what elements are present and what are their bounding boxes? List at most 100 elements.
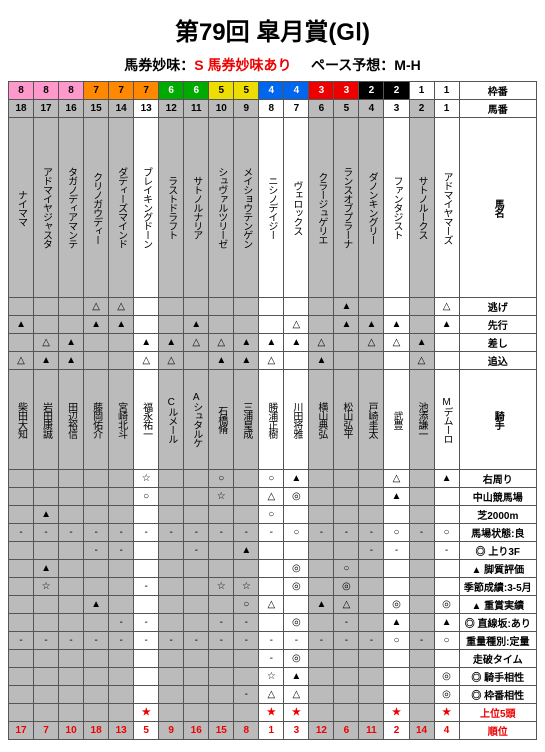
waku_ai-cell xyxy=(209,686,234,704)
kisetsu-cell xyxy=(409,578,434,596)
oikomi-cell: △ xyxy=(259,352,284,370)
umaban-cell: 13 xyxy=(134,100,159,118)
top5-cell xyxy=(209,704,234,722)
sashi-cell xyxy=(84,334,109,352)
juuryou-cell: ○ xyxy=(384,632,409,650)
nige-cell xyxy=(134,298,159,316)
top5-cell xyxy=(359,704,384,722)
sashi-cell: △ xyxy=(184,334,209,352)
nobori-cell xyxy=(59,542,84,560)
waku-cell: 3 xyxy=(334,82,359,100)
migi-cell: ○ xyxy=(259,470,284,488)
waku_ai-cell xyxy=(359,686,384,704)
senko-cell: ▲ xyxy=(109,316,134,334)
chokusen-cell: ◎ xyxy=(284,614,309,632)
horse-name-cell: ランスオブプラーナ xyxy=(334,118,359,298)
nige-cell xyxy=(359,298,384,316)
nakayama-cell xyxy=(34,488,59,506)
waku-cell: 4 xyxy=(259,82,284,100)
baba-cell: - xyxy=(184,524,209,542)
chokusen-cell xyxy=(9,614,34,632)
chokusen-cell xyxy=(309,614,334,632)
waku-cell: 7 xyxy=(84,82,109,100)
nobori-cell xyxy=(159,542,184,560)
rank-cell: 3 xyxy=(284,722,309,740)
nobori-cell: - xyxy=(184,542,209,560)
jockey-cell: 松山弘平 xyxy=(334,370,359,470)
kyaku-cell xyxy=(359,560,384,578)
souha-cell xyxy=(409,650,434,668)
top5-cell xyxy=(34,704,59,722)
senko-cell xyxy=(234,316,259,334)
shiba-cell xyxy=(59,506,84,524)
horse-name-cell: クラージュゲリエ xyxy=(309,118,334,298)
sashi-cell: ▲ xyxy=(234,334,259,352)
rank-cell: 13 xyxy=(109,722,134,740)
chokusen-cell xyxy=(34,614,59,632)
waku-cell: 8 xyxy=(9,82,34,100)
waku-cell: 2 xyxy=(359,82,384,100)
juuryou-cell: - xyxy=(134,632,159,650)
kisetsu-cell xyxy=(184,578,209,596)
top5-cell xyxy=(184,704,209,722)
juuryou-cell: - xyxy=(284,632,309,650)
waku-cell: 8 xyxy=(34,82,59,100)
waku_ai-cell xyxy=(309,686,334,704)
top5-cell: ★ xyxy=(259,704,284,722)
horse-name-cell: サトノルナリア xyxy=(184,118,209,298)
umaban-cell: 14 xyxy=(109,100,134,118)
oikomi-cell: △ xyxy=(409,352,434,370)
chokusen-cell xyxy=(59,614,84,632)
migi-cell xyxy=(159,470,184,488)
oikomi-cell: △ xyxy=(134,352,159,370)
chokusen-cell xyxy=(84,614,109,632)
migi-cell: ○ xyxy=(209,470,234,488)
nobori-cell xyxy=(9,542,34,560)
rank-cell: 12 xyxy=(309,722,334,740)
top5-cell xyxy=(234,704,259,722)
juuryou-cell: - xyxy=(109,632,134,650)
top5-cell xyxy=(109,704,134,722)
waku-cell: 8 xyxy=(59,82,84,100)
chokusen-cell: - xyxy=(334,614,359,632)
juuryou-cell: - xyxy=(9,632,34,650)
rank-cell: 8 xyxy=(234,722,259,740)
rank-cell: 14 xyxy=(409,722,434,740)
kisetsu-cell: ◎ xyxy=(284,578,309,596)
oikomi-cell xyxy=(359,352,384,370)
migi-cell: △ xyxy=(384,470,409,488)
waku_ai-cell xyxy=(159,686,184,704)
juuryou-cell: - xyxy=(234,632,259,650)
nobori-cell: - xyxy=(384,542,409,560)
nige-cell xyxy=(9,298,34,316)
juuryou-cell: - xyxy=(309,632,334,650)
rank-cell: 15 xyxy=(209,722,234,740)
kishu_ai-cell xyxy=(84,668,109,686)
juuryou-cell: - xyxy=(159,632,184,650)
nige-cell xyxy=(209,298,234,316)
baba-cell: - xyxy=(259,524,284,542)
nige-cell xyxy=(59,298,84,316)
rank-cell: 2 xyxy=(384,722,409,740)
waku_ai-cell xyxy=(184,686,209,704)
jockey-cell: 三浦皇成 xyxy=(234,370,259,470)
juusho-cell xyxy=(109,596,134,614)
nobori-cell xyxy=(34,542,59,560)
top5-cell xyxy=(84,704,109,722)
kishu_ai-cell xyxy=(384,668,409,686)
souha-cell xyxy=(334,650,359,668)
oikomi-cell: ▲ xyxy=(59,352,84,370)
nige-cell: △ xyxy=(109,298,134,316)
senko-cell xyxy=(259,316,284,334)
kisetsu-cell xyxy=(384,578,409,596)
baba-cell: - xyxy=(309,524,334,542)
umaban-cell: 8 xyxy=(259,100,284,118)
nige-cell xyxy=(284,298,309,316)
souha-cell xyxy=(309,650,334,668)
souha-cell xyxy=(159,650,184,668)
nige-cell: △ xyxy=(434,298,459,316)
umaban-cell: 16 xyxy=(59,100,84,118)
kyaku-cell: ○ xyxy=(334,560,359,578)
juusho-cell xyxy=(159,596,184,614)
kyaku-cell xyxy=(309,560,334,578)
